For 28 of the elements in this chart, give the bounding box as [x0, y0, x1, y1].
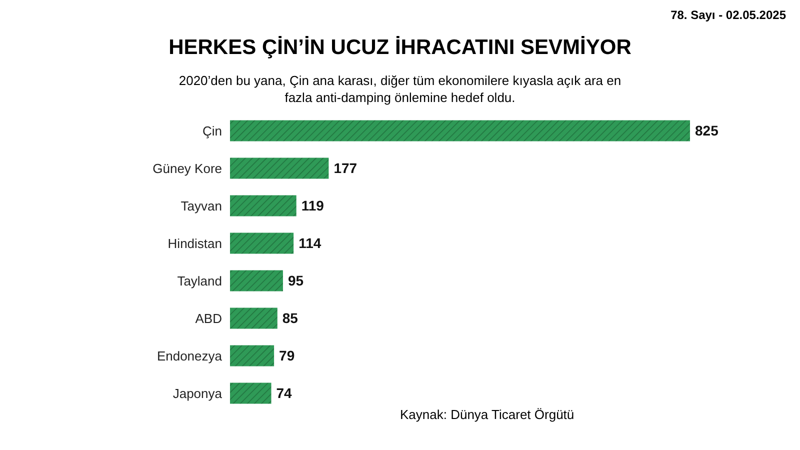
annotation: Kaynak: Dünya Ticaret Örgütü — [400, 407, 574, 422]
y-tick-label: Çin — [202, 123, 222, 138]
data-label: 95 — [288, 272, 304, 289]
bar — [230, 195, 296, 216]
bar — [230, 308, 278, 329]
data-label: 825 — [695, 122, 719, 139]
y-tick-label: Hindistan — [168, 236, 222, 251]
bar — [230, 232, 294, 254]
data-label: 177 — [334, 160, 358, 176]
data-label: 119 — [301, 198, 324, 214]
bar — [230, 382, 272, 404]
y-tick-label: ABD — [195, 310, 222, 326]
bar — [230, 270, 283, 292]
data-label: 114 — [298, 235, 322, 252]
data-label: 79 — [279, 348, 295, 364]
text: 78. Sayı - 02.05.2025 — [670, 8, 786, 22]
chart-title: HERKES ÇİN’İN UCUZ İHRACATINI SEVMİYOR — [168, 36, 632, 60]
chart-subtitle: 2020’den bu yana, Çin ana karası, diğer tüm ekonomilere kıyasla açık ara en fazla anti-damping önlemine hedef oldu. — [178, 72, 622, 106]
y-tick-label: Güney Kore — [152, 160, 222, 176]
data-label: 85 — [282, 310, 298, 326]
y-tick-label: Tayland — [177, 273, 222, 288]
bar — [230, 345, 274, 366]
y-tick-label: Tayvan — [180, 198, 222, 214]
data-label: 74 — [276, 385, 292, 402]
bar — [230, 158, 329, 179]
y-tick-label: Endonezya — [156, 348, 223, 364]
bar — [230, 120, 690, 142]
y-tick-label: Japonya — [172, 386, 223, 401]
